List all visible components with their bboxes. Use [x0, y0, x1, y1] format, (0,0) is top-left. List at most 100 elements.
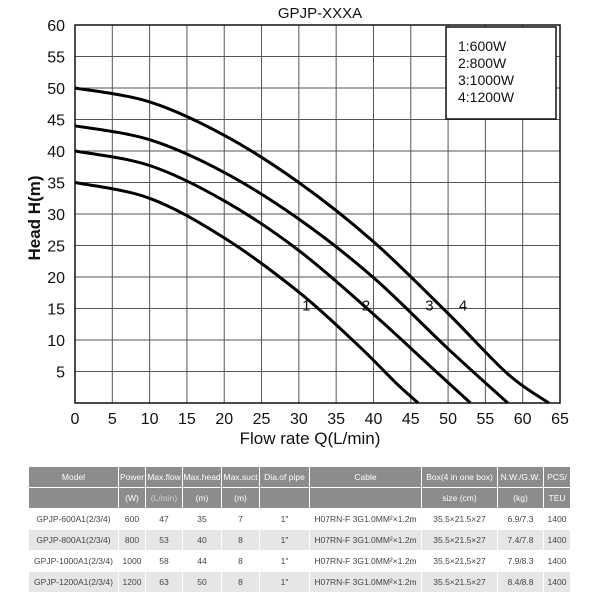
column-header: PCS/: [543, 466, 571, 488]
table-cell: GPJP-1200A1(2/3/4): [28, 571, 119, 593]
x-tick-label: 45: [402, 411, 420, 428]
curve-labels: 1 2 3 4: [302, 298, 467, 315]
table-cell: 58: [145, 550, 183, 572]
table-cell: 7.4/7.8: [497, 529, 544, 551]
legend: 1:600W 2:800W 3:1000W 4:1200W: [445, 26, 557, 120]
curve-2: [74, 149, 472, 405]
x-tick-label: 20: [215, 411, 233, 428]
table-header-row: Model Power Max.flow Max.head Max.suct Dia.of…: [28, 466, 571, 488]
y-tick-label: 60: [47, 18, 65, 35]
column-header: Box(4 in one box): [421, 466, 498, 488]
legend-item: 4:1200W: [458, 89, 515, 105]
table-cell: GPJP-1000A1(2/3/4): [28, 550, 119, 572]
table-cell: 1200: [118, 571, 146, 593]
table-cell: 63: [145, 571, 183, 593]
legend-item: 3:1000W: [458, 72, 515, 88]
curve-label-4: 4: [459, 298, 467, 315]
table-cell: 600: [118, 508, 146, 530]
y-tick-label: 35: [47, 176, 65, 193]
x-tick-label: 35: [327, 411, 345, 428]
table-cell: 800: [118, 529, 146, 551]
table-cell: 35.5×21.5×27: [421, 529, 498, 551]
y-tick-label: 30: [47, 207, 65, 224]
table-header: Model Power Max.flow Max.head Max.suct Dia.of…: [28, 466, 571, 509]
y-axis-label: Head H(m): [25, 175, 44, 260]
y-tick-labels: 5 10 15 20 25 30 35 40 45 50 55 60: [47, 18, 65, 382]
y-tick-label: 10: [47, 333, 65, 350]
column-header: N.W./G.W.: [497, 466, 544, 488]
table-cell: 6.9/7.3: [497, 508, 544, 530]
curve-label-3: 3: [425, 298, 433, 315]
legend-item: 2:800W: [458, 55, 507, 71]
curve-label-2: 2: [362, 298, 370, 315]
column-header-unit: (L/min): [145, 487, 183, 509]
y-tick-label: 15: [47, 302, 65, 319]
table-cell: H07RN-F 3G1.0MM²×1.2m: [309, 508, 422, 530]
table-cell: 7.9/8.3: [497, 550, 544, 572]
spec-table: Model Power Max.flow Max.head Max.suct Dia.of…: [28, 466, 571, 593]
x-tick-label: 55: [476, 411, 494, 428]
table-cell: 1": [259, 550, 310, 572]
table-cell: 35.5×21.5×27: [421, 550, 498, 572]
plot-frame: [74, 24, 561, 404]
column-header-unit: TEU: [543, 487, 571, 509]
x-tick-label: 50: [439, 411, 457, 428]
y-tick-label: 25: [47, 239, 65, 256]
x-tick-label: 30: [290, 411, 308, 428]
table-cell: GPJP-800A1(2/3/4): [28, 529, 119, 551]
pump-curve-chart: GPJP-XXXA 1 2 3 4 0 5 10 15 20 25 30 35 40 45 50 55 60 6…: [25, 5, 569, 448]
y-tick-label: 20: [47, 270, 65, 287]
table-cell: 53: [145, 529, 183, 551]
table-cell: H07RN-F 3G1.0MM²×1.2m: [309, 571, 422, 593]
y-tick-label: 40: [47, 144, 65, 161]
table-cell: 8: [221, 571, 260, 593]
table-cell: 50: [182, 571, 222, 593]
x-tick-label: 0: [71, 411, 80, 428]
x-axis-label: Flow rate Q(L/min): [240, 429, 381, 448]
curve-3: [74, 124, 509, 405]
y-tick-label: 50: [47, 81, 65, 98]
legend-box: [445, 26, 557, 120]
x-tick-label: 5: [108, 411, 117, 428]
table-cell: 8: [221, 550, 260, 572]
y-tick-label: 45: [47, 113, 65, 130]
column-header: Max.head: [182, 466, 222, 488]
chart-title: GPJP-XXXA: [278, 5, 362, 22]
legend-item: 1:600W: [458, 38, 507, 54]
table-cell: GPJP-600A1(2/3/4): [28, 508, 119, 530]
column-header-unit: (m): [182, 487, 222, 509]
table-cell: 40: [182, 529, 222, 551]
curve-label-1: 1: [302, 298, 310, 315]
table-row: GPJP-800A1(2/3/4) 800 53 40 8 1" H07RN-F 3G1.0…: [28, 529, 571, 551]
table-cell: 35.5×21.5×27: [421, 571, 498, 593]
column-header-unit: size (cm): [421, 487, 498, 509]
x-tick-label: 60: [514, 411, 532, 428]
column-header-unit: [259, 487, 310, 509]
column-header: Dia.of pipe: [259, 466, 310, 488]
table-body: GPJP-600A1(2/3/4) 600 47 35 7 1" H07RN-F 3G1.0…: [28, 508, 571, 593]
table-cell: 7: [221, 508, 260, 530]
table-row: GPJP-600A1(2/3/4) 600 47 35 7 1" H07RN-F 3G1.0…: [28, 508, 571, 530]
column-header: Max.flow: [145, 466, 183, 488]
column-header-unit: [28, 487, 119, 509]
table-cell: 8: [221, 529, 260, 551]
table-cell: 44: [182, 550, 222, 572]
table-cell: 1400: [543, 508, 571, 530]
table-row: GPJP-1200A1(2/3/4) 1200 63 50 8 1" H07RN-F 3G1…: [28, 571, 571, 593]
column-header-unit: (m): [221, 487, 260, 509]
table-cell: 47: [145, 508, 183, 530]
table-cell: 1400: [543, 529, 571, 551]
table-cell: H07RN-F 3G1.0MM²×1.2m: [309, 529, 422, 551]
x-tick-label: 15: [178, 411, 196, 428]
table-cell: 1": [259, 571, 310, 593]
column-header: Max.suct: [221, 466, 260, 488]
x-tick-label: 40: [365, 411, 383, 428]
column-header-unit: (W): [118, 487, 146, 509]
table-cell: 35.5×21.5×27: [421, 508, 498, 530]
table-cell: 1400: [543, 550, 571, 572]
table-header-row: (W) (L/min) (m) (m) size (cm) (kg) TEU: [28, 487, 571, 509]
table-cell: 35: [182, 508, 222, 530]
y-tick-label: 55: [47, 50, 65, 67]
x-tick-label: 10: [141, 411, 159, 428]
column-header-unit: (kg): [497, 487, 544, 509]
